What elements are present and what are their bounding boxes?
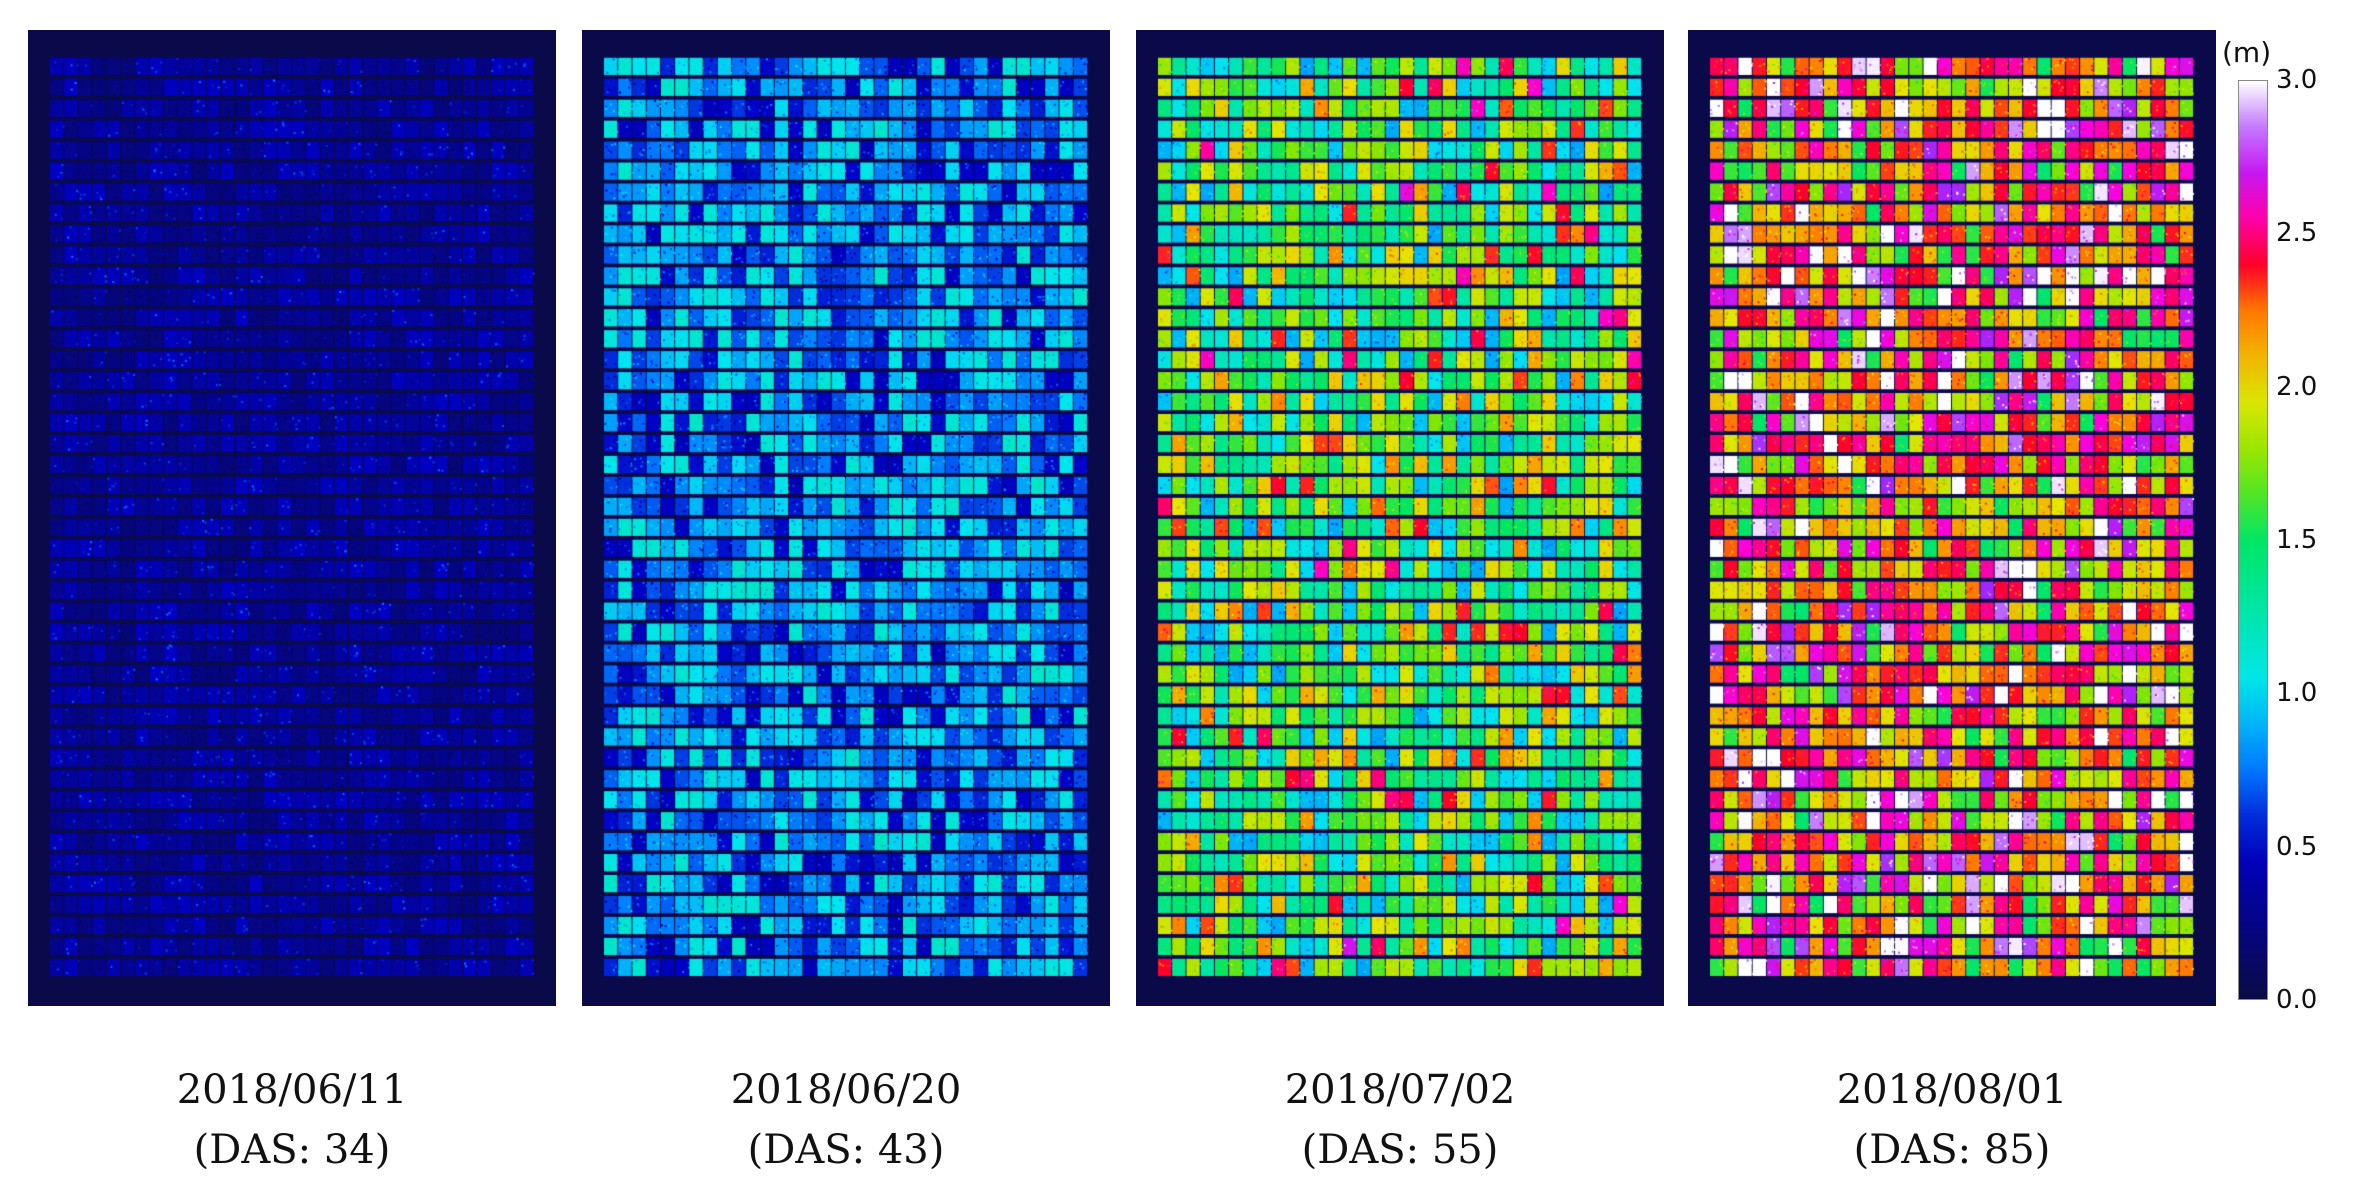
panel-4 [1688, 30, 2216, 1006]
colorbar-tick: 0.0 [2276, 985, 2318, 1015]
colorbar-tick: 2.0 [2276, 372, 2318, 402]
date-label-3: 2018/07/02 [1284, 1067, 1516, 1113]
panel-3 [1136, 30, 1664, 1006]
caption-4: 2018/08/01 (DAS: 85) [1688, 1060, 2216, 1180]
date-label-1: 2018/06/11 [176, 1067, 408, 1113]
caption-2: 2018/06/20 (DAS: 43) [582, 1060, 1110, 1180]
colorbar-tick: 1.5 [2276, 525, 2318, 555]
colorbar-tick: 3.0 [2276, 65, 2318, 95]
date-label-2: 2018/06/20 [730, 1067, 962, 1113]
height-map-2 [582, 30, 1110, 1006]
height-map-1 [28, 30, 556, 1006]
panel-1 [28, 30, 556, 1006]
das-label-3: (DAS: 55) [1301, 1127, 1499, 1173]
panel-2 [582, 30, 1110, 1006]
colorbar-tick: 0.5 [2276, 832, 2318, 862]
date-label-4: 2018/08/01 [1836, 1067, 2068, 1113]
colorbar [2238, 80, 2268, 1000]
caption-3: 2018/07/02 (DAS: 55) [1136, 1060, 1664, 1180]
colorbar-unit: (m) [2222, 36, 2272, 69]
caption-1: 2018/06/11 (DAS: 34) [28, 1060, 556, 1180]
das-label-2: (DAS: 43) [747, 1127, 945, 1173]
height-map-4 [1688, 30, 2216, 1006]
height-map-3 [1136, 30, 1664, 1006]
das-label-1: (DAS: 34) [193, 1127, 391, 1173]
das-label-4: (DAS: 85) [1853, 1127, 2051, 1173]
colorbar-tick: 2.5 [2276, 218, 2318, 248]
colorbar-tick: 1.0 [2276, 678, 2318, 708]
colorbar-wrap [2238, 80, 2268, 1000]
